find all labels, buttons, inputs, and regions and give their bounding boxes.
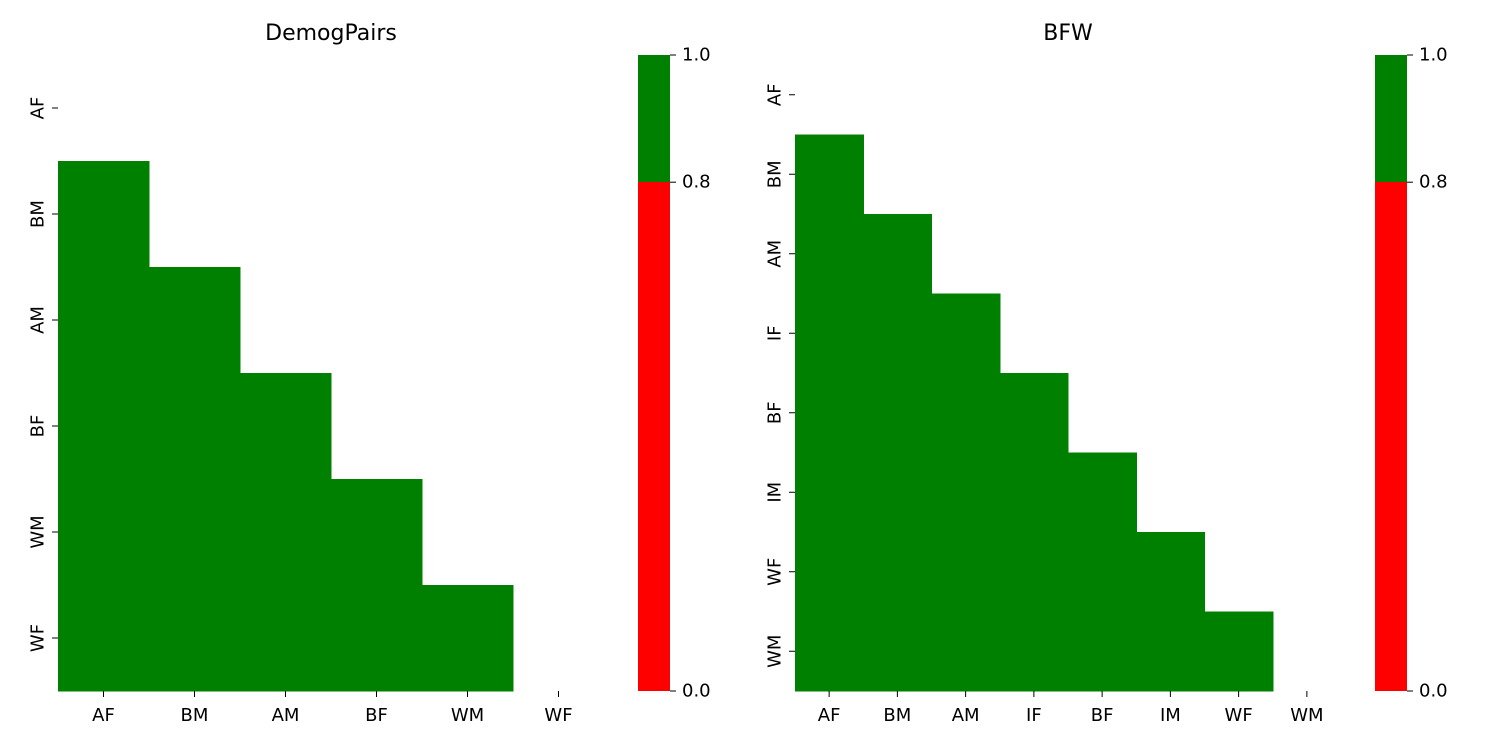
cell-wf-af — [795, 532, 864, 613]
cell-wm-bf — [1068, 611, 1137, 692]
y-tick-label: WM — [28, 515, 49, 548]
cell-wf-if — [999, 532, 1069, 613]
cell-im-af — [795, 452, 864, 533]
demogpairs-title: DemogPairs — [265, 21, 397, 46]
x-tick-label: BM — [883, 705, 911, 726]
cell-am-af — [795, 214, 864, 295]
y-tick-label: BM — [765, 160, 786, 188]
colorbar-tick-label: 0.8 — [682, 172, 711, 193]
cell-wm-bm — [149, 479, 241, 586]
cell-bf-bm — [149, 373, 241, 480]
x-tick-label: AM — [272, 705, 300, 726]
x-tick-label: BF — [1091, 705, 1114, 726]
x-tick-label: AF — [818, 705, 841, 726]
cell-wf-am — [931, 532, 1001, 613]
x-tick-label: WF — [1225, 705, 1253, 726]
cell-im-am — [931, 452, 1001, 533]
cell-bf-af — [58, 373, 150, 480]
cell-bf-if — [999, 373, 1069, 454]
y-tick-label: WF — [28, 624, 49, 652]
demogpairs-heatmap-panel: DemogPairs AF BM AM BF WM WF AF BM AM BF WM WF 0.0 0.8… — [28, 21, 711, 726]
cell-im-if — [999, 452, 1069, 533]
x-tick-label: WM — [1290, 705, 1323, 726]
cell-if-am — [931, 293, 1001, 374]
cell-wf-bf — [331, 585, 423, 692]
y-tick-label: AF — [28, 97, 49, 120]
colorbar-segment-fail — [1375, 182, 1407, 691]
cell-wm-bf — [331, 479, 423, 586]
cell-wf-bm — [863, 532, 933, 613]
colorbar-tick-label: 0.8 — [1419, 172, 1448, 193]
x-tick-label: WM — [451, 705, 484, 726]
y-tick-label: IM — [765, 482, 786, 503]
y-tick-label: AM — [765, 240, 786, 268]
y-tick-label: WM — [765, 635, 786, 668]
y-tick-label: AM — [28, 306, 49, 334]
cell-wm-if — [999, 611, 1069, 692]
cell-wf-im — [1136, 532, 1206, 613]
cell-im-bf — [1068, 452, 1137, 533]
y-tick-label: IF — [765, 325, 786, 341]
cell-wf-bm — [149, 585, 241, 692]
cell-wf-af — [58, 585, 150, 692]
colorbar-segment-fail — [638, 182, 670, 691]
x-tick-label: BF — [365, 705, 388, 726]
x-tick-label: IF — [1026, 705, 1042, 726]
y-tick-label: BM — [28, 200, 49, 228]
colorbar-segment-pass — [638, 55, 670, 183]
y-tick-label: AF — [765, 83, 786, 106]
y-tick-label: BF — [765, 401, 786, 424]
y-tick-label: WF — [765, 558, 786, 586]
bfw-heatmap-panel: BFW AF BM AM IF BF IM WF WM AF BM AM IF BF IM WF WM 0.0 0.… — [765, 21, 1448, 726]
x-tick-label: AF — [92, 705, 115, 726]
colorbar-tick-label: 1.0 — [1419, 45, 1448, 66]
cell-wf-wm — [422, 585, 514, 692]
cell-am-bm — [149, 267, 241, 374]
cell-wm-am — [240, 479, 332, 586]
cell-im-bm — [863, 452, 933, 533]
colorbar-tick-label: 0.0 — [1419, 681, 1448, 702]
cell-if-af — [795, 293, 864, 374]
cell-bf-bm — [863, 373, 933, 454]
cell-wm-bm — [863, 611, 933, 692]
cell-wf-am — [240, 585, 332, 692]
colorbar-segment-pass — [1375, 55, 1407, 183]
cell-bm-af — [795, 134, 864, 215]
cell-wm-am — [931, 611, 1001, 692]
x-tick-label: IM — [1160, 705, 1181, 726]
colorbar-tick-label: 1.0 — [682, 45, 711, 66]
cell-am-af — [58, 267, 150, 374]
cell-bm-af — [58, 161, 150, 268]
x-tick-label: WF — [544, 705, 572, 726]
bfw-title: BFW — [1043, 21, 1093, 46]
cell-bf-am — [240, 373, 332, 480]
colorbar-tick-label: 0.0 — [682, 681, 711, 702]
cell-am-bm — [863, 214, 933, 295]
cell-wm-im — [1136, 611, 1206, 692]
cell-bf-af — [795, 373, 864, 454]
cell-wm-af — [58, 479, 150, 586]
cell-wm-af — [795, 611, 864, 692]
y-tick-label: BF — [28, 415, 49, 438]
x-tick-label: AM — [952, 705, 980, 726]
cell-if-bm — [863, 293, 933, 374]
x-tick-label: BM — [181, 705, 209, 726]
cell-wf-bf — [1068, 532, 1137, 613]
cell-bf-am — [931, 373, 1001, 454]
cell-wm-wf — [1204, 611, 1274, 692]
